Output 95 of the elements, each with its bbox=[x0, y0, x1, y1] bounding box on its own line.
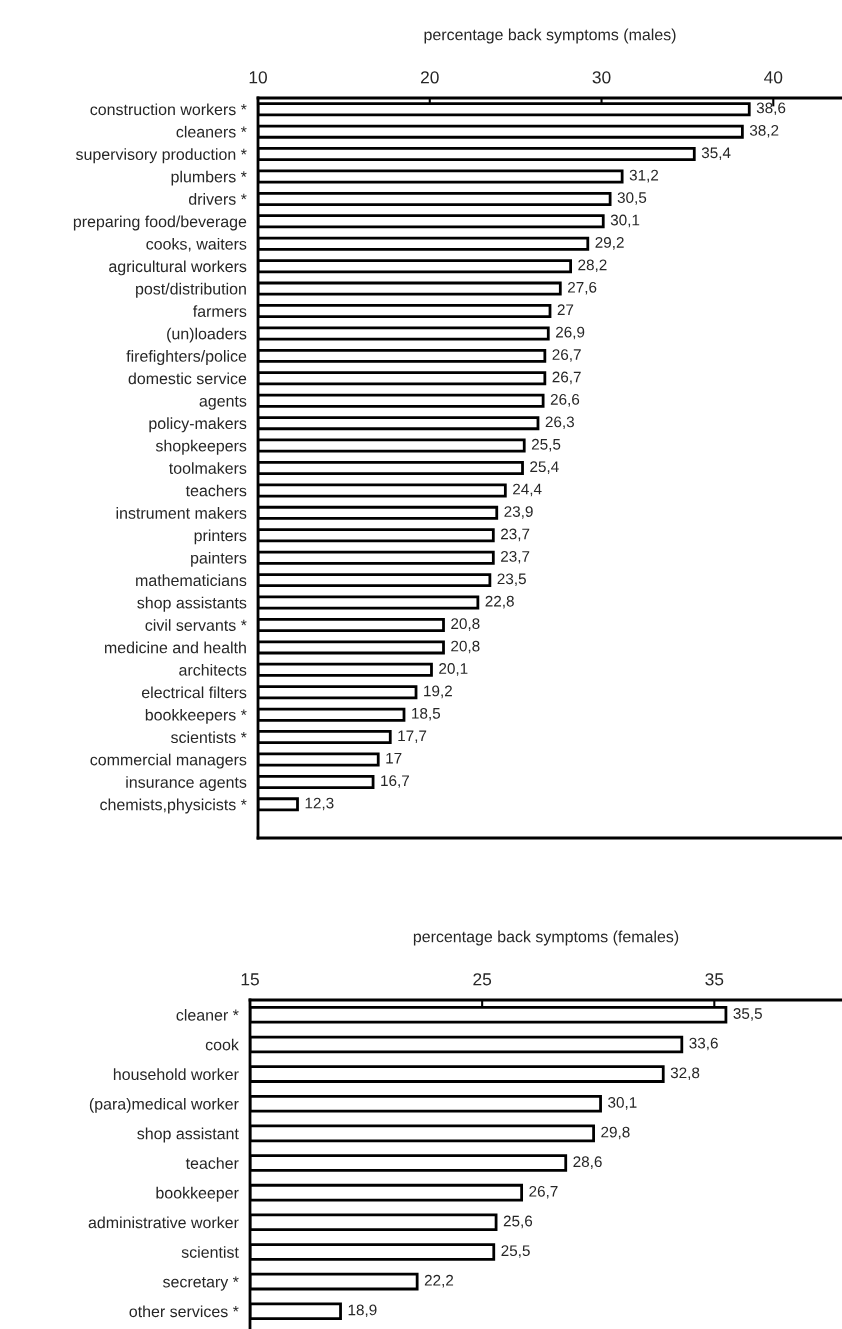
y-tick-label: agents bbox=[199, 396, 247, 410]
y-tick-label: civil servants * bbox=[145, 619, 247, 631]
y-tick-label: scientists * bbox=[171, 731, 247, 744]
x-axis-title: percentage back symptoms (males) bbox=[424, 28, 676, 44]
y-tick-label: toolmakers bbox=[169, 462, 247, 474]
data-label: 20,8 bbox=[451, 618, 480, 631]
x-axis-title: percentage back symptoms (females) bbox=[413, 930, 679, 946]
data-label: 25,5 bbox=[501, 1245, 530, 1258]
data-label: 31,2 bbox=[629, 169, 659, 183]
data-label: 30,1 bbox=[610, 214, 640, 228]
data-label: 32,8 bbox=[670, 1067, 700, 1080]
data-label: 12,3 bbox=[305, 797, 334, 811]
y-tick-label: shop assistant bbox=[137, 1127, 239, 1143]
data-label: 17 bbox=[386, 752, 402, 764]
y-tick-label: domestic service bbox=[128, 372, 247, 385]
y-tick-label: agricultural workers bbox=[109, 260, 247, 276]
data-label: 29,8 bbox=[601, 1126, 630, 1140]
y-tick-label: instrument makers bbox=[116, 507, 247, 519]
y-tick-label: chemists,physicists * bbox=[100, 798, 247, 814]
data-label: 29,2 bbox=[595, 237, 624, 250]
y-tick-label: firefighters/police bbox=[126, 350, 247, 365]
y-tick-label: shopkeepers bbox=[155, 439, 247, 455]
y-tick-label: supervisory production * bbox=[76, 148, 247, 164]
data-label: 26,9 bbox=[556, 326, 585, 340]
data-label: 22,2 bbox=[424, 1274, 454, 1288]
y-tick-label: printers bbox=[194, 529, 247, 545]
data-label: 28,2 bbox=[578, 259, 607, 273]
y-tick-label: mathematicians bbox=[136, 574, 247, 587]
y-tick-label: bookkeepers * bbox=[145, 708, 247, 724]
x-tick-label: 30 bbox=[592, 71, 611, 84]
data-label: 17,7 bbox=[398, 730, 427, 743]
data-label: 22,8 bbox=[485, 595, 514, 609]
y-tick-label: medicine and health bbox=[105, 641, 246, 654]
data-label: 27,6 bbox=[568, 281, 597, 295]
y-tick-label: cleaner * bbox=[176, 1009, 239, 1021]
y-tick-label: electrical filters bbox=[141, 686, 247, 699]
y-tick-label: scientist bbox=[181, 1246, 239, 1258]
data-label: 35,4 bbox=[701, 147, 731, 160]
data-label: 18,5 bbox=[412, 707, 441, 721]
data-label: 23,9 bbox=[504, 506, 533, 519]
data-label: 33,6 bbox=[689, 1037, 718, 1051]
data-label: 26,7 bbox=[552, 371, 581, 385]
data-label: 26,3 bbox=[545, 416, 574, 430]
y-tick-label: drivers * bbox=[188, 193, 247, 205]
data-label: 23,7 bbox=[501, 528, 530, 542]
data-label: 19,2 bbox=[424, 685, 452, 699]
data-label: 24,4 bbox=[513, 483, 542, 497]
y-tick-label: (un)loaders bbox=[167, 327, 247, 343]
y-tick-label: commercial managers bbox=[90, 753, 247, 769]
data-label: 30,1 bbox=[608, 1097, 637, 1110]
data-label: 18,9 bbox=[348, 1304, 377, 1318]
x-tick-label: 40 bbox=[764, 71, 783, 84]
data-label: 20,1 bbox=[439, 663, 468, 676]
data-label: 30,5 bbox=[617, 192, 647, 205]
data-label: 28,6 bbox=[573, 1156, 602, 1169]
data-label: 23,7 bbox=[501, 550, 530, 564]
data-label: 38,6 bbox=[756, 102, 786, 116]
y-tick-label: cleaners * bbox=[176, 125, 247, 138]
y-tick-label: architects bbox=[179, 664, 247, 676]
x-tick-label: 15 bbox=[241, 973, 259, 986]
y-tick-label: secretary * bbox=[163, 1276, 239, 1291]
y-tick-label: (para)medical worker bbox=[89, 1097, 239, 1113]
data-label: 26,7 bbox=[552, 349, 581, 362]
data-label: 27 bbox=[557, 304, 574, 315]
y-tick-label: policy-makers bbox=[149, 417, 247, 433]
y-tick-label: post/distribution bbox=[136, 282, 246, 298]
y-tick-label: teachers bbox=[185, 484, 247, 497]
y-tick-label: painters bbox=[191, 551, 247, 567]
y-tick-label: cooks, waiters bbox=[146, 237, 247, 252]
y-tick-label: insurance agents bbox=[126, 776, 247, 792]
y-tick-label: preparing food/beverage bbox=[73, 215, 247, 231]
y-tick-label: administrative worker bbox=[88, 1216, 239, 1229]
data-label: 25,5 bbox=[531, 438, 561, 452]
y-tick-label: farmers bbox=[192, 305, 247, 317]
data-label: 26,6 bbox=[550, 394, 580, 407]
y-tick-label: household worker bbox=[113, 1068, 239, 1081]
data-label: 25,4 bbox=[530, 461, 559, 474]
y-tick-label: bookkeeper bbox=[156, 1186, 239, 1202]
data-label: 26,7 bbox=[529, 1185, 558, 1199]
data-label: 25,6 bbox=[503, 1215, 533, 1229]
data-label: 35,5 bbox=[733, 1008, 762, 1021]
x-tick-label: 25 bbox=[473, 973, 492, 986]
data-label: 16,7 bbox=[381, 775, 409, 788]
x-tick-label: 20 bbox=[420, 71, 439, 84]
y-tick-label: teacher bbox=[185, 1157, 239, 1169]
data-label: 23,5 bbox=[497, 573, 526, 587]
data-label: 20,8 bbox=[451, 640, 480, 654]
x-tick-label: 10 bbox=[249, 71, 267, 84]
data-label: 38,2 bbox=[749, 124, 779, 138]
y-tick-label: cook bbox=[205, 1038, 239, 1051]
y-tick-label: plumbers * bbox=[171, 170, 247, 186]
y-tick-label: shop assistants bbox=[137, 596, 247, 612]
y-tick-label: construction workers * bbox=[90, 103, 247, 116]
x-tick-label: 35 bbox=[705, 973, 724, 986]
y-tick-label: other services * bbox=[129, 1305, 239, 1318]
